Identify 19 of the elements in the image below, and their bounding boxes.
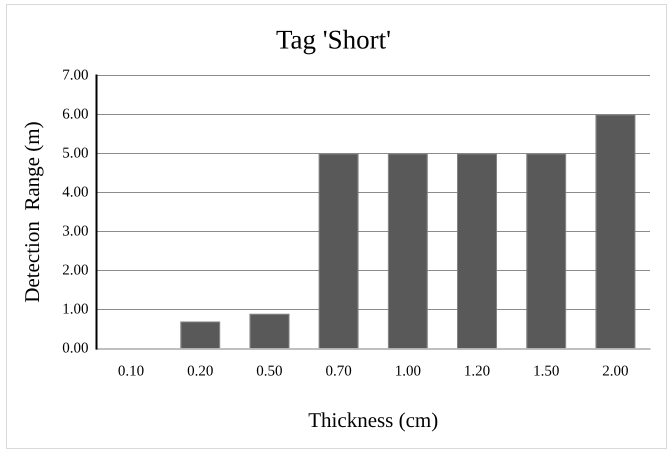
y-tick-label: 1.00 [62, 302, 88, 318]
y-tick-label: 2.00 [62, 262, 88, 279]
x-tick-label: 1.50 [533, 364, 560, 380]
x-tick-label: 0.10 [118, 364, 144, 380]
y-tick-label: 6.00 [62, 106, 88, 122]
x-tick-label: 2.00 [602, 364, 629, 380]
y-tick-label: 5.00 [62, 145, 88, 162]
y-tick-label: 7.00 [62, 67, 88, 84]
x-tick-label: 0.50 [256, 364, 283, 380]
x-tick-label: 0.70 [326, 364, 352, 380]
y-tick-label: 3.00 [62, 224, 88, 240]
x-axis-title: Thickness (cm) [308, 408, 438, 432]
x-tick-label: 1.00 [394, 364, 421, 380]
y-tick-label: 0.00 [62, 340, 88, 357]
x-tick-label: 0.20 [187, 364, 214, 380]
chart-title: Tag 'Short' [276, 24, 392, 54]
y-tick-label: 4.00 [62, 184, 88, 201]
y-axis-title: Detection Range (m) [20, 121, 44, 303]
x-tick-label: 1.20 [464, 364, 490, 380]
